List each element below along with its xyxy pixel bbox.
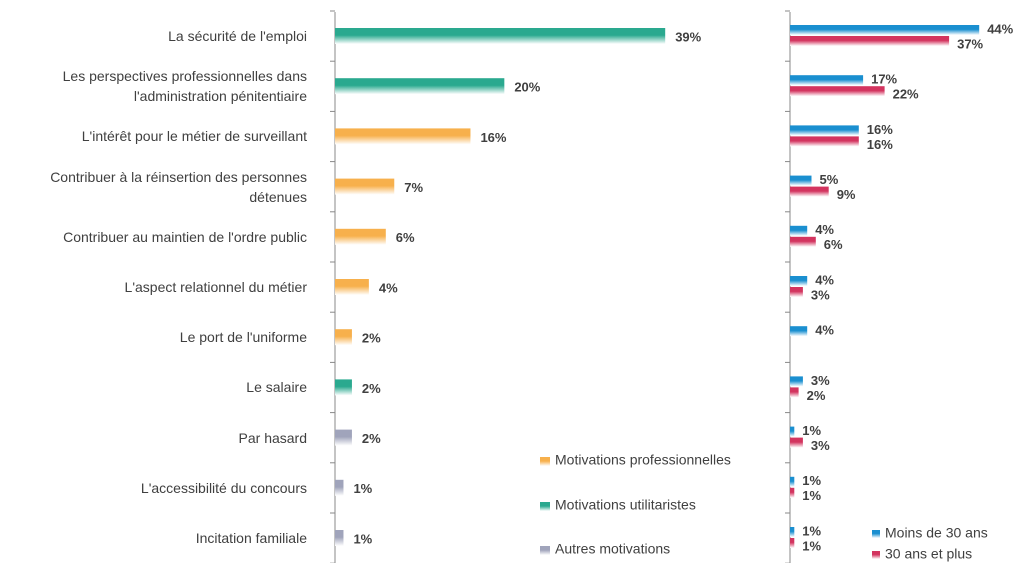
value-label: 16% <box>480 130 506 145</box>
value-label: 7% <box>404 180 423 195</box>
value-label: 3% <box>811 287 830 302</box>
value-label: 16% <box>867 122 893 137</box>
bar <box>790 236 816 247</box>
legend-marker <box>872 530 880 538</box>
bar <box>335 279 369 295</box>
category-label: L'intérêt pour le métier de surveillant <box>81 128 307 145</box>
category-label: La sécurité de l'emploi <box>168 28 307 44</box>
legend-label: Moins de 30 ans <box>885 525 988 541</box>
bar <box>335 128 471 145</box>
value-label: 4% <box>815 222 834 237</box>
category-label: Contribuer au maintien de l'ordre public <box>63 228 307 245</box>
category-label: Le salaire <box>246 379 307 396</box>
value-label: 6% <box>824 237 843 252</box>
bar <box>335 479 344 496</box>
bar <box>790 25 980 35</box>
legend-marker <box>540 502 550 511</box>
bar <box>790 476 795 487</box>
value-label: 3% <box>811 373 830 388</box>
legend-marker <box>540 457 550 466</box>
category-label: Le port de l'uniforme <box>179 329 307 346</box>
value-label: 2% <box>362 381 381 396</box>
bar <box>790 376 803 387</box>
value-label: 1% <box>353 531 372 546</box>
legend-label: Motivations professionnelles <box>555 452 731 468</box>
value-label: 20% <box>514 80 540 95</box>
bar <box>790 36 950 46</box>
value-label: 1% <box>802 523 821 538</box>
bar <box>790 75 864 86</box>
value-label: 4% <box>815 323 834 338</box>
bar <box>335 78 505 95</box>
bar <box>790 387 799 398</box>
legend-marker <box>540 546 550 555</box>
bar <box>335 28 666 44</box>
bar <box>790 527 795 537</box>
value-label: 9% <box>837 187 856 202</box>
category-label: L'accessibilité du concours <box>140 479 307 496</box>
category-label: Contribuer à la réinsertion des personne… <box>50 168 307 205</box>
value-label: 39% <box>675 29 701 44</box>
bar <box>790 136 859 147</box>
bar <box>790 86 885 97</box>
value-label: 1% <box>353 481 372 496</box>
bar <box>790 175 812 186</box>
value-label: 16% <box>867 137 893 152</box>
bar <box>790 326 808 337</box>
category-label: Les perspectives professionnelles dans l… <box>62 68 307 105</box>
value-label: 37% <box>957 36 983 51</box>
value-label: 1% <box>802 488 821 503</box>
bar <box>335 429 352 446</box>
legend-label: Autres motivations <box>555 541 670 557</box>
category-label: Par hasard <box>238 429 307 446</box>
bar <box>335 530 344 546</box>
bar <box>790 186 829 197</box>
category-label: L'aspect relationnel du métier <box>124 279 307 295</box>
bar <box>790 487 795 498</box>
value-label: 1% <box>802 538 821 553</box>
value-label: 44% <box>987 21 1013 36</box>
value-label: 5% <box>820 172 839 187</box>
bar <box>790 437 803 448</box>
value-label: 2% <box>362 431 381 446</box>
bar <box>790 276 808 286</box>
value-label: 2% <box>362 331 381 346</box>
bar <box>790 287 803 297</box>
value-label: 22% <box>893 87 919 102</box>
bar <box>790 225 808 236</box>
bar <box>335 329 352 346</box>
bar <box>335 379 352 396</box>
bar <box>335 228 386 245</box>
value-label: 17% <box>871 72 897 87</box>
value-label: 4% <box>815 272 834 287</box>
legend-label: 30 ans et plus <box>885 546 972 562</box>
category-label: Incitation familiale <box>195 530 307 546</box>
bar <box>335 178 395 195</box>
value-label: 2% <box>807 388 826 403</box>
value-label: 6% <box>396 230 415 245</box>
value-label: 3% <box>811 438 830 453</box>
bar <box>790 426 795 437</box>
value-label: 4% <box>379 280 398 295</box>
value-label: 1% <box>802 473 821 488</box>
legend-marker <box>872 551 880 559</box>
bar <box>790 125 859 136</box>
bar <box>790 538 795 548</box>
legend-label: Motivations utilitaristes <box>555 497 696 513</box>
value-label: 1% <box>802 423 821 438</box>
